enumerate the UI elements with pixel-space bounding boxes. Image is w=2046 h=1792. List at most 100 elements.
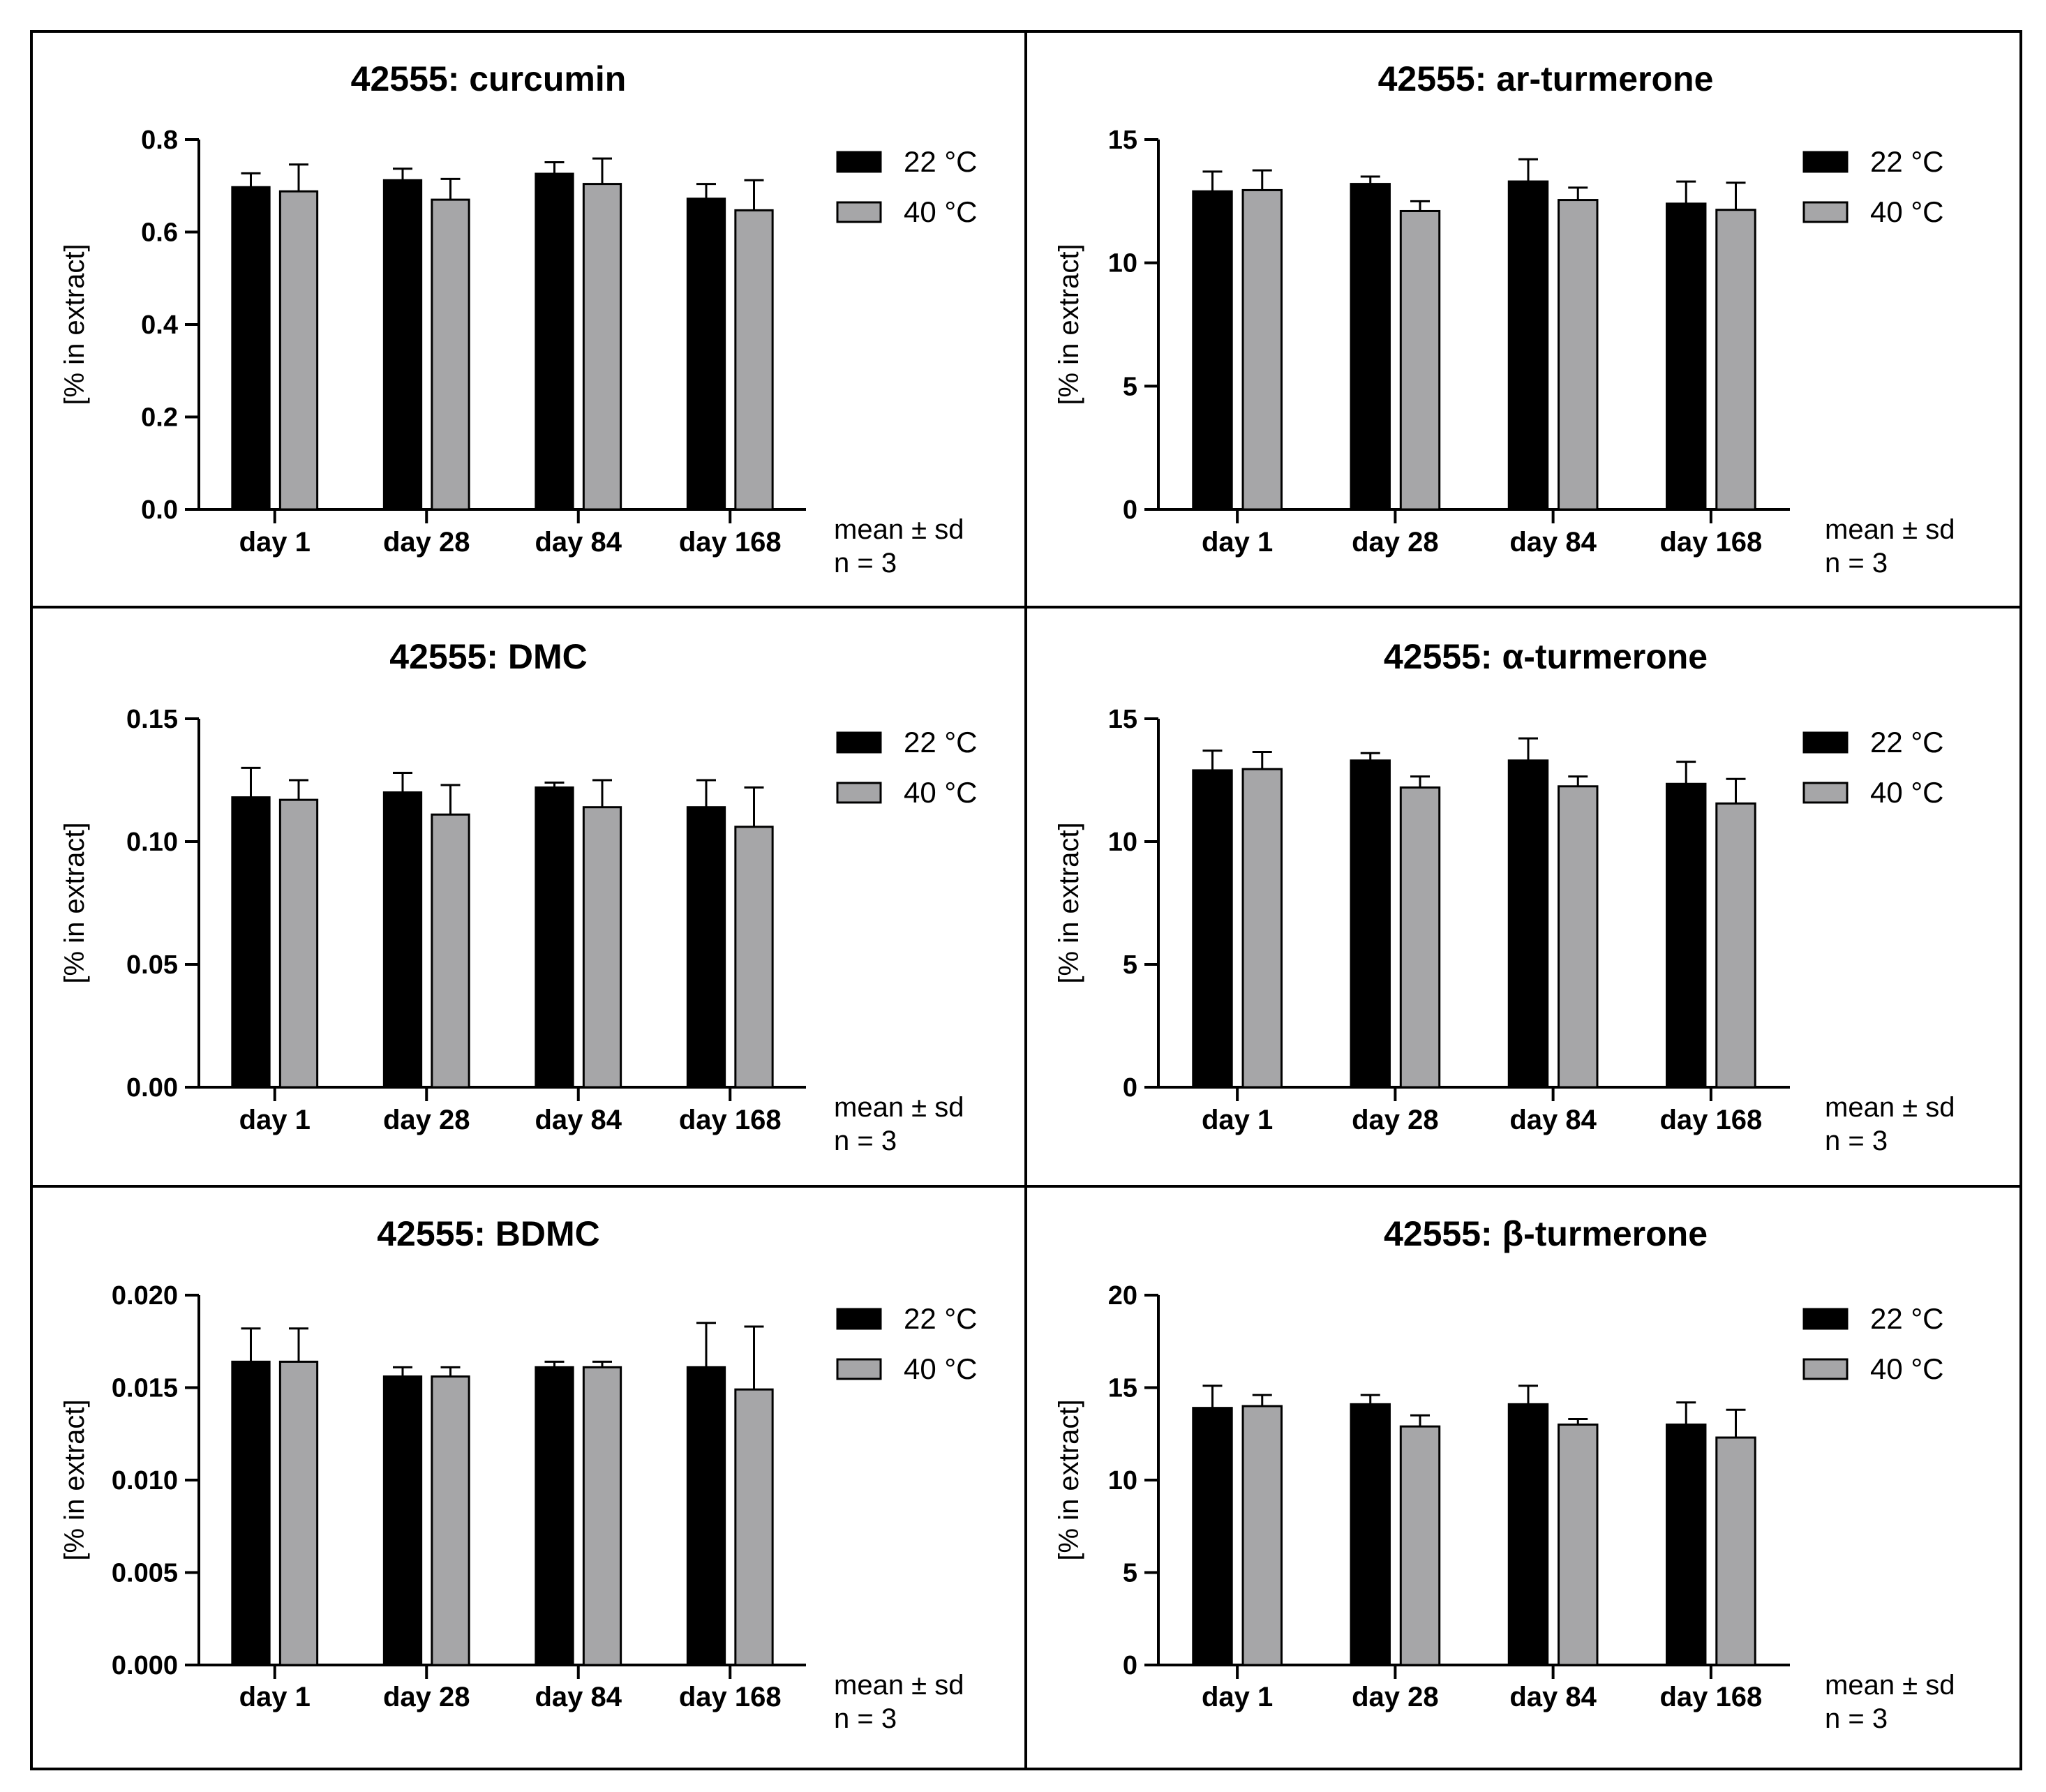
chart-panel-6: 42555: β-turmerone [% in extract] 0 5 10 15 20… (1054, 1214, 1955, 1734)
legend-label-1: 22 °C (904, 145, 978, 178)
bar-22-c-day-1 (1192, 190, 1233, 511)
chart-title: 42555: β-turmerone (1384, 1214, 1708, 1253)
legend-swatch-2 (836, 782, 882, 804)
y-tick-label: 15 (1108, 1374, 1137, 1403)
chart-title: 42555: DMC (389, 637, 587, 676)
panel-grid-lines (30, 30, 2022, 1770)
bar-22-c-day-84 (1507, 180, 1549, 511)
footnote-mean-sd: mean ± sd (1825, 514, 1955, 545)
y-tick-label: 0.15 (126, 705, 178, 734)
bar-40-c-day-168 (734, 826, 774, 1089)
y-tick-label: 5 (1123, 372, 1137, 401)
y-tick-label: 5 (1123, 950, 1137, 980)
y-tick-label: 0.00 (126, 1073, 178, 1103)
legend-label-2: 40 °C (1870, 776, 1944, 809)
x-tick-label: day 84 (535, 1682, 622, 1712)
chart-panel-4: 42555: α-turmerone [% in extract] 0 5 10 15 da… (1054, 637, 1955, 1156)
y-tick-label: 10 (1108, 1466, 1137, 1495)
bar-22-c-day-1 (231, 796, 271, 1089)
bar-40-c-day-168 (734, 1388, 774, 1666)
bar-22-c-day-28 (382, 1375, 423, 1666)
x-tick-label: day 168 (1659, 1682, 1762, 1712)
y-tick-label: 20 (1108, 1281, 1137, 1311)
legend-label-2: 40 °C (1870, 1352, 1944, 1385)
y-tick-label: 0 (1123, 1651, 1137, 1680)
x-tick-label: day 28 (383, 527, 470, 558)
footnote-mean-sd: mean ± sd (1825, 1670, 1955, 1701)
legend-label-2: 40 °C (904, 1352, 978, 1385)
legend-label-1: 22 °C (1870, 726, 1944, 759)
footnote-n: n = 3 (1825, 1703, 1888, 1734)
y-tick-label: 10 (1108, 828, 1137, 857)
bar-22-c-day-1 (1192, 769, 1233, 1089)
x-tick-label: day 84 (1509, 1682, 1597, 1712)
legend-swatch-2 (1802, 1358, 1849, 1380)
bar-22-c-day-1 (1192, 1407, 1233, 1666)
bar-22-c-day-168 (686, 806, 726, 1089)
x-tick-label: day 168 (679, 527, 782, 558)
y-tick-label: 0.10 (126, 828, 178, 857)
bar-40-c-day-84 (1558, 1424, 1599, 1666)
bar-22-c-day-168 (686, 197, 726, 511)
legend-swatch-1 (836, 151, 882, 173)
x-tick-label: day 28 (1352, 527, 1439, 558)
bar-40-c-day-28 (431, 1375, 470, 1666)
y-tick-label: 0 (1123, 495, 1137, 525)
chart-panels: 42555: curcumin [% in extract] 0.0 0.2 0.4 0.… (59, 59, 1955, 1734)
bar-22-c-day-84 (1507, 1403, 1549, 1666)
y-axis-label: [% in extract] (59, 244, 90, 405)
bar-22-c-day-84 (535, 1366, 574, 1666)
chart-title: 42555: curcumin (351, 59, 627, 98)
bar-40-c-day-28 (431, 198, 470, 511)
chart-title: 42555: α-turmerone (1384, 637, 1708, 676)
legend-label-2: 40 °C (904, 195, 978, 228)
bar-22-c-day-28 (1350, 759, 1391, 1089)
legend-swatch-1 (836, 1308, 882, 1330)
footnote-n: n = 3 (834, 1703, 897, 1734)
legend-swatch-2 (836, 1358, 882, 1380)
footnote-n: n = 3 (1825, 548, 1888, 578)
footnote-mean-sd: mean ± sd (834, 1092, 964, 1123)
y-tick-label: 0.05 (126, 950, 178, 980)
bar-40-c-day-1 (1241, 1405, 1283, 1666)
x-tick-label: day 28 (383, 1682, 470, 1712)
legend-label-2: 40 °C (904, 776, 978, 809)
x-tick-label: day 168 (1659, 1105, 1762, 1135)
x-tick-label: day 84 (535, 1105, 622, 1135)
bar-40-c-day-168 (734, 209, 774, 511)
x-tick-label: day 84 (1509, 1105, 1597, 1135)
x-tick-label: day 1 (239, 1682, 311, 1712)
bar-22-c-day-168 (1666, 782, 1707, 1089)
bar-22-c-day-168 (1666, 1424, 1707, 1666)
bar-40-c-day-1 (278, 1360, 319, 1666)
footnote-n: n = 3 (1825, 1126, 1888, 1156)
y-axis-label: [% in extract] (59, 822, 90, 983)
chart-panel-3: 42555: DMC [% in extract] 0.00 0.05 0.10 0.15… (59, 637, 978, 1156)
bar-40-c-day-1 (278, 190, 319, 511)
bar-22-c-day-84 (535, 172, 574, 511)
bar-40-c-day-84 (1558, 785, 1599, 1089)
y-tick-label: 0.005 (112, 1559, 178, 1588)
y-axis-label: [% in extract] (1054, 244, 1084, 405)
chart-panel-5: 42555: BDMC [% in extract] 0.000 0.005 0.010… (59, 1214, 978, 1734)
footnote-n: n = 3 (834, 548, 897, 578)
bar-40-c-day-84 (582, 1366, 622, 1666)
y-axis-label: [% in extract] (1054, 1399, 1084, 1560)
y-tick-label: 0.2 (141, 403, 178, 433)
legend-label-1: 22 °C (1870, 1302, 1944, 1335)
bar-40-c-day-1 (278, 798, 319, 1089)
x-tick-label: day 168 (1659, 527, 1762, 558)
y-tick-label: 0.000 (112, 1651, 178, 1680)
bar-40-c-day-168 (1715, 1436, 1756, 1666)
y-tick-label: 0.6 (141, 218, 178, 248)
legend-swatch-2 (836, 201, 882, 223)
chart-title: 42555: ar-turmerone (1378, 59, 1714, 98)
y-tick-label: 0.0 (141, 495, 178, 525)
y-tick-label: 0.015 (112, 1374, 178, 1403)
bar-40-c-day-28 (1399, 1425, 1441, 1666)
legend-label-1: 22 °C (904, 726, 978, 759)
bar-22-c-day-28 (1350, 1403, 1391, 1666)
legend-swatch-2 (1802, 782, 1849, 804)
footnote-mean-sd: mean ± sd (834, 514, 964, 545)
